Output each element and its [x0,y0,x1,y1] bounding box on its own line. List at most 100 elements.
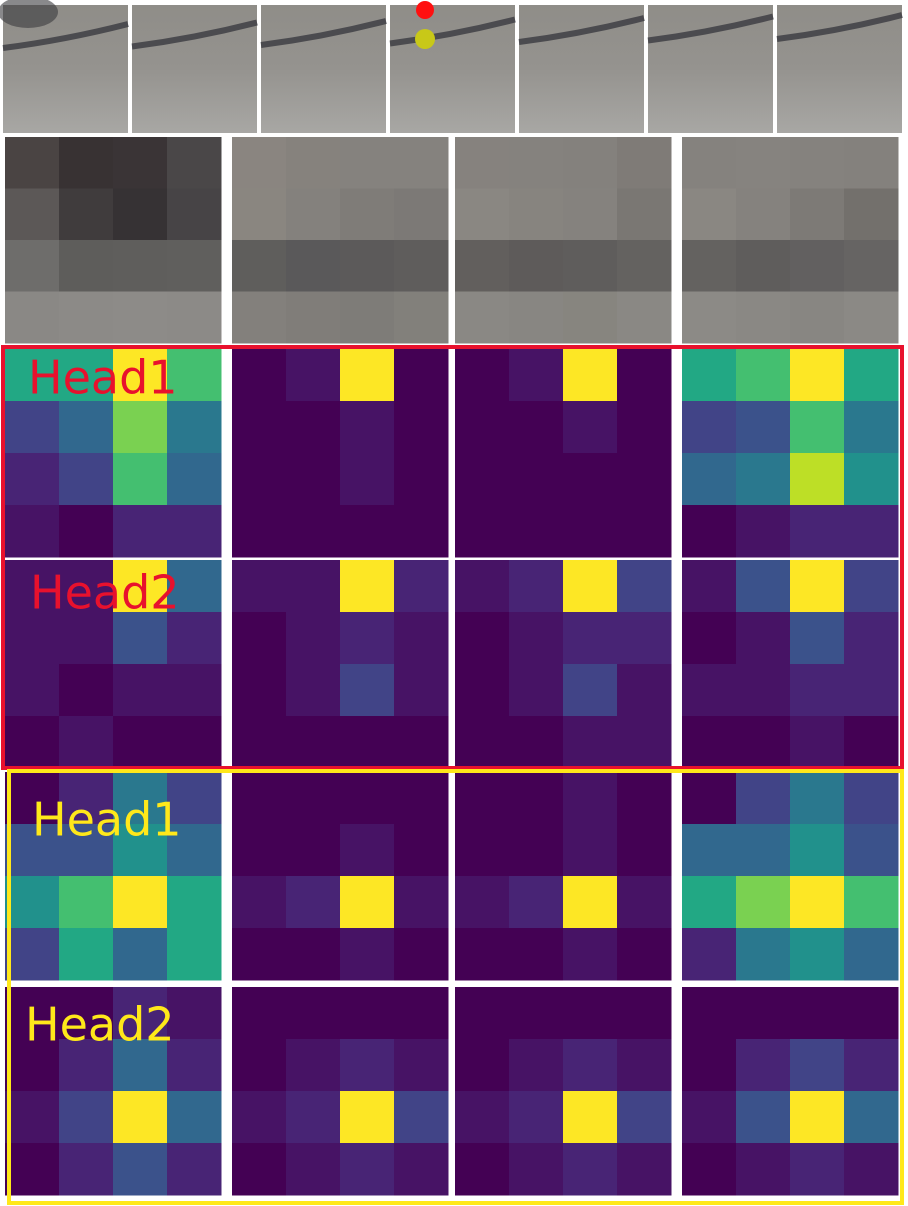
patch-cell [113,240,168,292]
attention-cell [509,987,564,1040]
patch-cell [286,188,341,241]
attention-cell [232,1143,287,1196]
attention-cell [736,349,791,402]
attention-cell [167,1039,222,1092]
attention-cell [563,1091,618,1144]
attention-cell [682,928,737,981]
attention-cell [617,560,672,613]
attention-cell [59,1143,114,1196]
patch-cell [113,137,168,189]
attention-cell [563,772,618,825]
patch-cell [59,240,114,292]
attention-cell [340,505,395,558]
attention-cell [563,505,618,558]
attention-cell [455,716,510,769]
attention-cell [563,612,618,665]
attention-cell [736,401,791,454]
attention-cell [563,716,618,769]
attention-cell [736,876,791,929]
patch-cell [563,240,618,292]
attention-cell [509,560,564,613]
attention-cell [617,1091,672,1144]
attention-cell [5,928,60,981]
attention-cell [563,876,618,929]
attention-cell [455,349,510,402]
attention-cell [340,928,395,981]
attention-cell [844,987,899,1040]
frame-edge [776,12,903,42]
frame-edge [389,16,516,47]
attention-cell [167,1091,222,1144]
attention-cell [286,664,341,717]
attention-cell [790,401,845,454]
attention-cell [844,401,899,454]
attention-cell [394,349,449,402]
attention-cell [844,1039,899,1092]
attention-cell [232,772,287,825]
attention-cell [509,772,564,825]
attention-cell [232,987,287,1040]
patch-cell [563,188,618,241]
patch-cell [844,291,899,344]
attention-cell [736,1143,791,1196]
attention-cell [286,401,341,454]
attention-cell [790,1143,845,1196]
patch-cell [790,188,845,241]
attention-cell [509,349,564,402]
attention-cell [509,1091,564,1144]
patch-cell [5,188,60,241]
attention-cell [340,401,395,454]
attention-cell [682,560,737,613]
patch-cell [286,291,341,344]
attention-cell [682,505,737,558]
attention-cell [617,612,672,665]
attention-cell [59,1039,114,1092]
attention-cell [563,1039,618,1092]
attention-cell [286,505,341,558]
patch-cell [394,188,449,241]
attention-cell [790,612,845,665]
attention-cell [113,772,168,825]
patch-cell [5,291,60,344]
attention-cell [167,824,222,877]
patch-cell [113,188,168,241]
attention-cell [340,824,395,877]
attention-cell [167,772,222,825]
attention-cell [167,1143,222,1196]
attention-cell [340,1039,395,1092]
attention-cell [790,987,845,1040]
attention-cell [394,772,449,825]
attention-cell [394,560,449,613]
attention-cell [113,560,168,613]
patch-cell [563,291,618,344]
attention-cell [509,1039,564,1092]
attention-cell [736,928,791,981]
attention-cell [5,664,60,717]
attention-cell [617,716,672,769]
attention-cell [736,987,791,1040]
attention-cell [340,453,395,506]
attention-cell [790,1039,845,1092]
attention-cell [113,453,168,506]
attention-maps [5,349,899,1196]
attention-cell [5,772,60,825]
attention-cell [394,876,449,929]
attention-cell [113,401,168,454]
attention-cell [682,772,737,825]
attention-cell [455,1143,510,1196]
attention-cell [736,505,791,558]
attention-cell [790,824,845,877]
head-label: Head1 [28,351,178,405]
attention-cell [394,401,449,454]
attention-cell [232,1039,287,1092]
attention-cell [563,401,618,454]
attention-cell [340,664,395,717]
patch-cell [340,240,395,292]
attention-cell [340,349,395,402]
attention-cell [509,612,564,665]
patch-cell [617,137,672,189]
patch-cell [286,240,341,292]
attention-cell [59,928,114,981]
attention-cell [736,1039,791,1092]
patch-cell [167,188,222,241]
